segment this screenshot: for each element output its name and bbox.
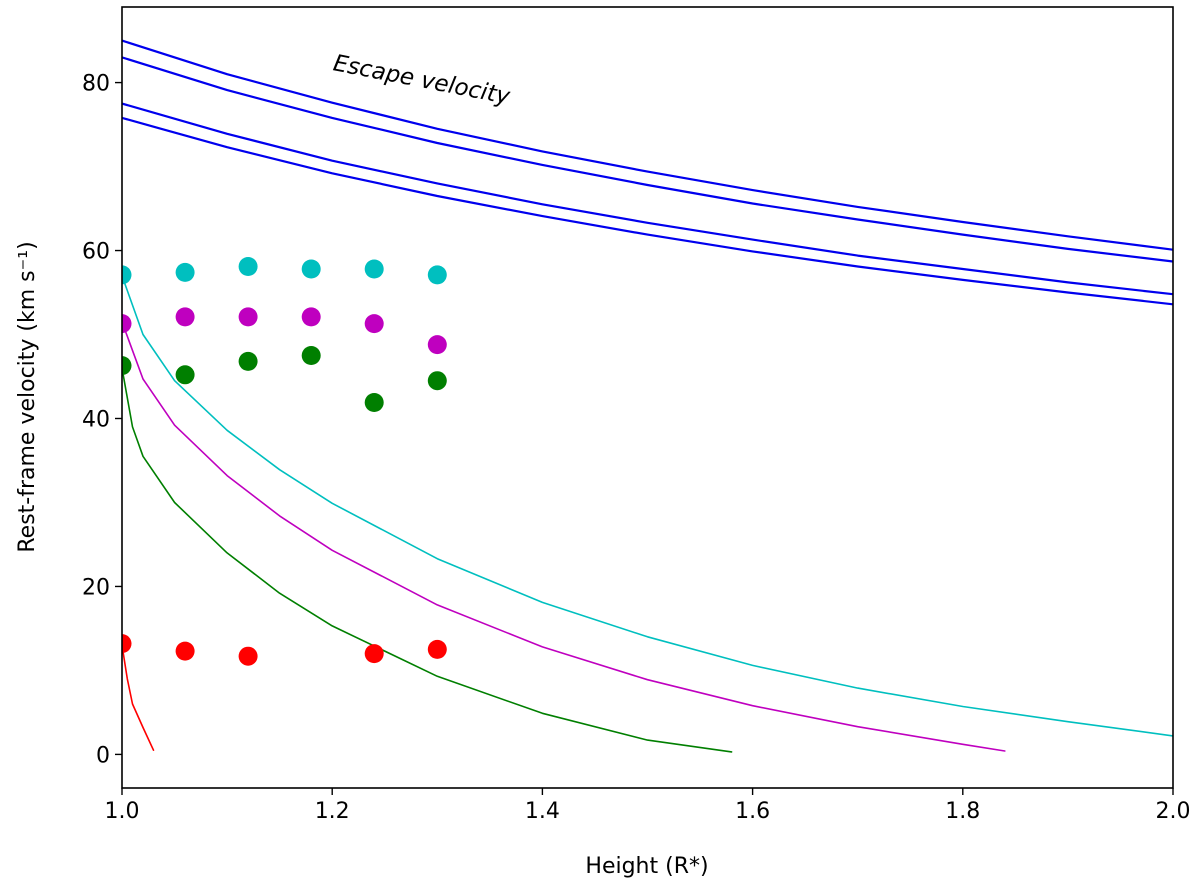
y-tick-label-20: 20 xyxy=(82,575,110,600)
magenta-point-4 xyxy=(301,307,321,327)
y-tick-label-60: 60 xyxy=(82,240,110,265)
magenta-point-3 xyxy=(238,307,258,327)
green-point-3 xyxy=(238,351,258,371)
green-point-4 xyxy=(301,346,321,365)
axes-layer: 1.0 1.2 1.4 1.6 1.8 2.0 0 20 40 60 80 xyxy=(82,72,1191,824)
x-tick-label-1.0: 1.0 xyxy=(105,799,140,824)
points-layer xyxy=(122,257,447,666)
green-point-1 xyxy=(122,356,132,376)
cyan-point-2 xyxy=(175,262,195,282)
lines-layer xyxy=(122,39,1173,753)
magenta-point-6 xyxy=(427,335,447,355)
red-point-1 xyxy=(122,634,132,654)
plot-frame xyxy=(121,6,1174,789)
x-tick-label-2.0: 2.0 xyxy=(1156,799,1191,824)
red-point-3 xyxy=(238,646,258,666)
trajectory-red-line xyxy=(122,644,155,752)
x-axis-title: Height (R*) xyxy=(585,854,708,879)
trajectory-magenta-line xyxy=(122,321,1006,752)
magenta-point-1 xyxy=(122,314,132,334)
cyan-point-6 xyxy=(427,265,447,285)
y-axis-title: Rest-frame velocity (km s⁻¹) xyxy=(15,241,40,552)
green-point-6 xyxy=(427,371,447,391)
red-point-4 xyxy=(364,644,384,664)
magenta-point-5 xyxy=(364,314,384,334)
x-tick-label-1.4: 1.4 xyxy=(525,799,560,824)
green-point-2 xyxy=(175,365,195,385)
cyan-point-5 xyxy=(364,259,384,279)
green-point-5 xyxy=(364,393,384,412)
escape-velocity-1-line xyxy=(122,39,1173,251)
cyan-point-4 xyxy=(301,259,321,279)
cyan-point-3 xyxy=(238,257,258,276)
y-tick-label-80: 80 xyxy=(82,72,110,97)
x-tick-label-1.6: 1.6 xyxy=(735,799,770,824)
y-tick-label-40: 40 xyxy=(82,407,110,432)
x-tick-label-1.2: 1.2 xyxy=(315,799,350,824)
magenta-point-2 xyxy=(175,307,195,327)
y-tick-label-0: 0 xyxy=(96,743,110,768)
trajectory-green-line xyxy=(122,367,733,753)
escape-velocity-4-line xyxy=(122,116,1173,306)
trajectory-cyan-line xyxy=(122,274,1173,737)
x-tick-label-1.8: 1.8 xyxy=(945,799,980,824)
escape-velocity-annotation: Escape velocity xyxy=(331,50,512,110)
cyan-point-1 xyxy=(122,265,132,285)
escape-velocity-2-line xyxy=(122,56,1173,263)
escape-velocity-3-line xyxy=(122,102,1173,296)
red-point-2 xyxy=(175,641,195,661)
red-point-5 xyxy=(427,639,447,659)
